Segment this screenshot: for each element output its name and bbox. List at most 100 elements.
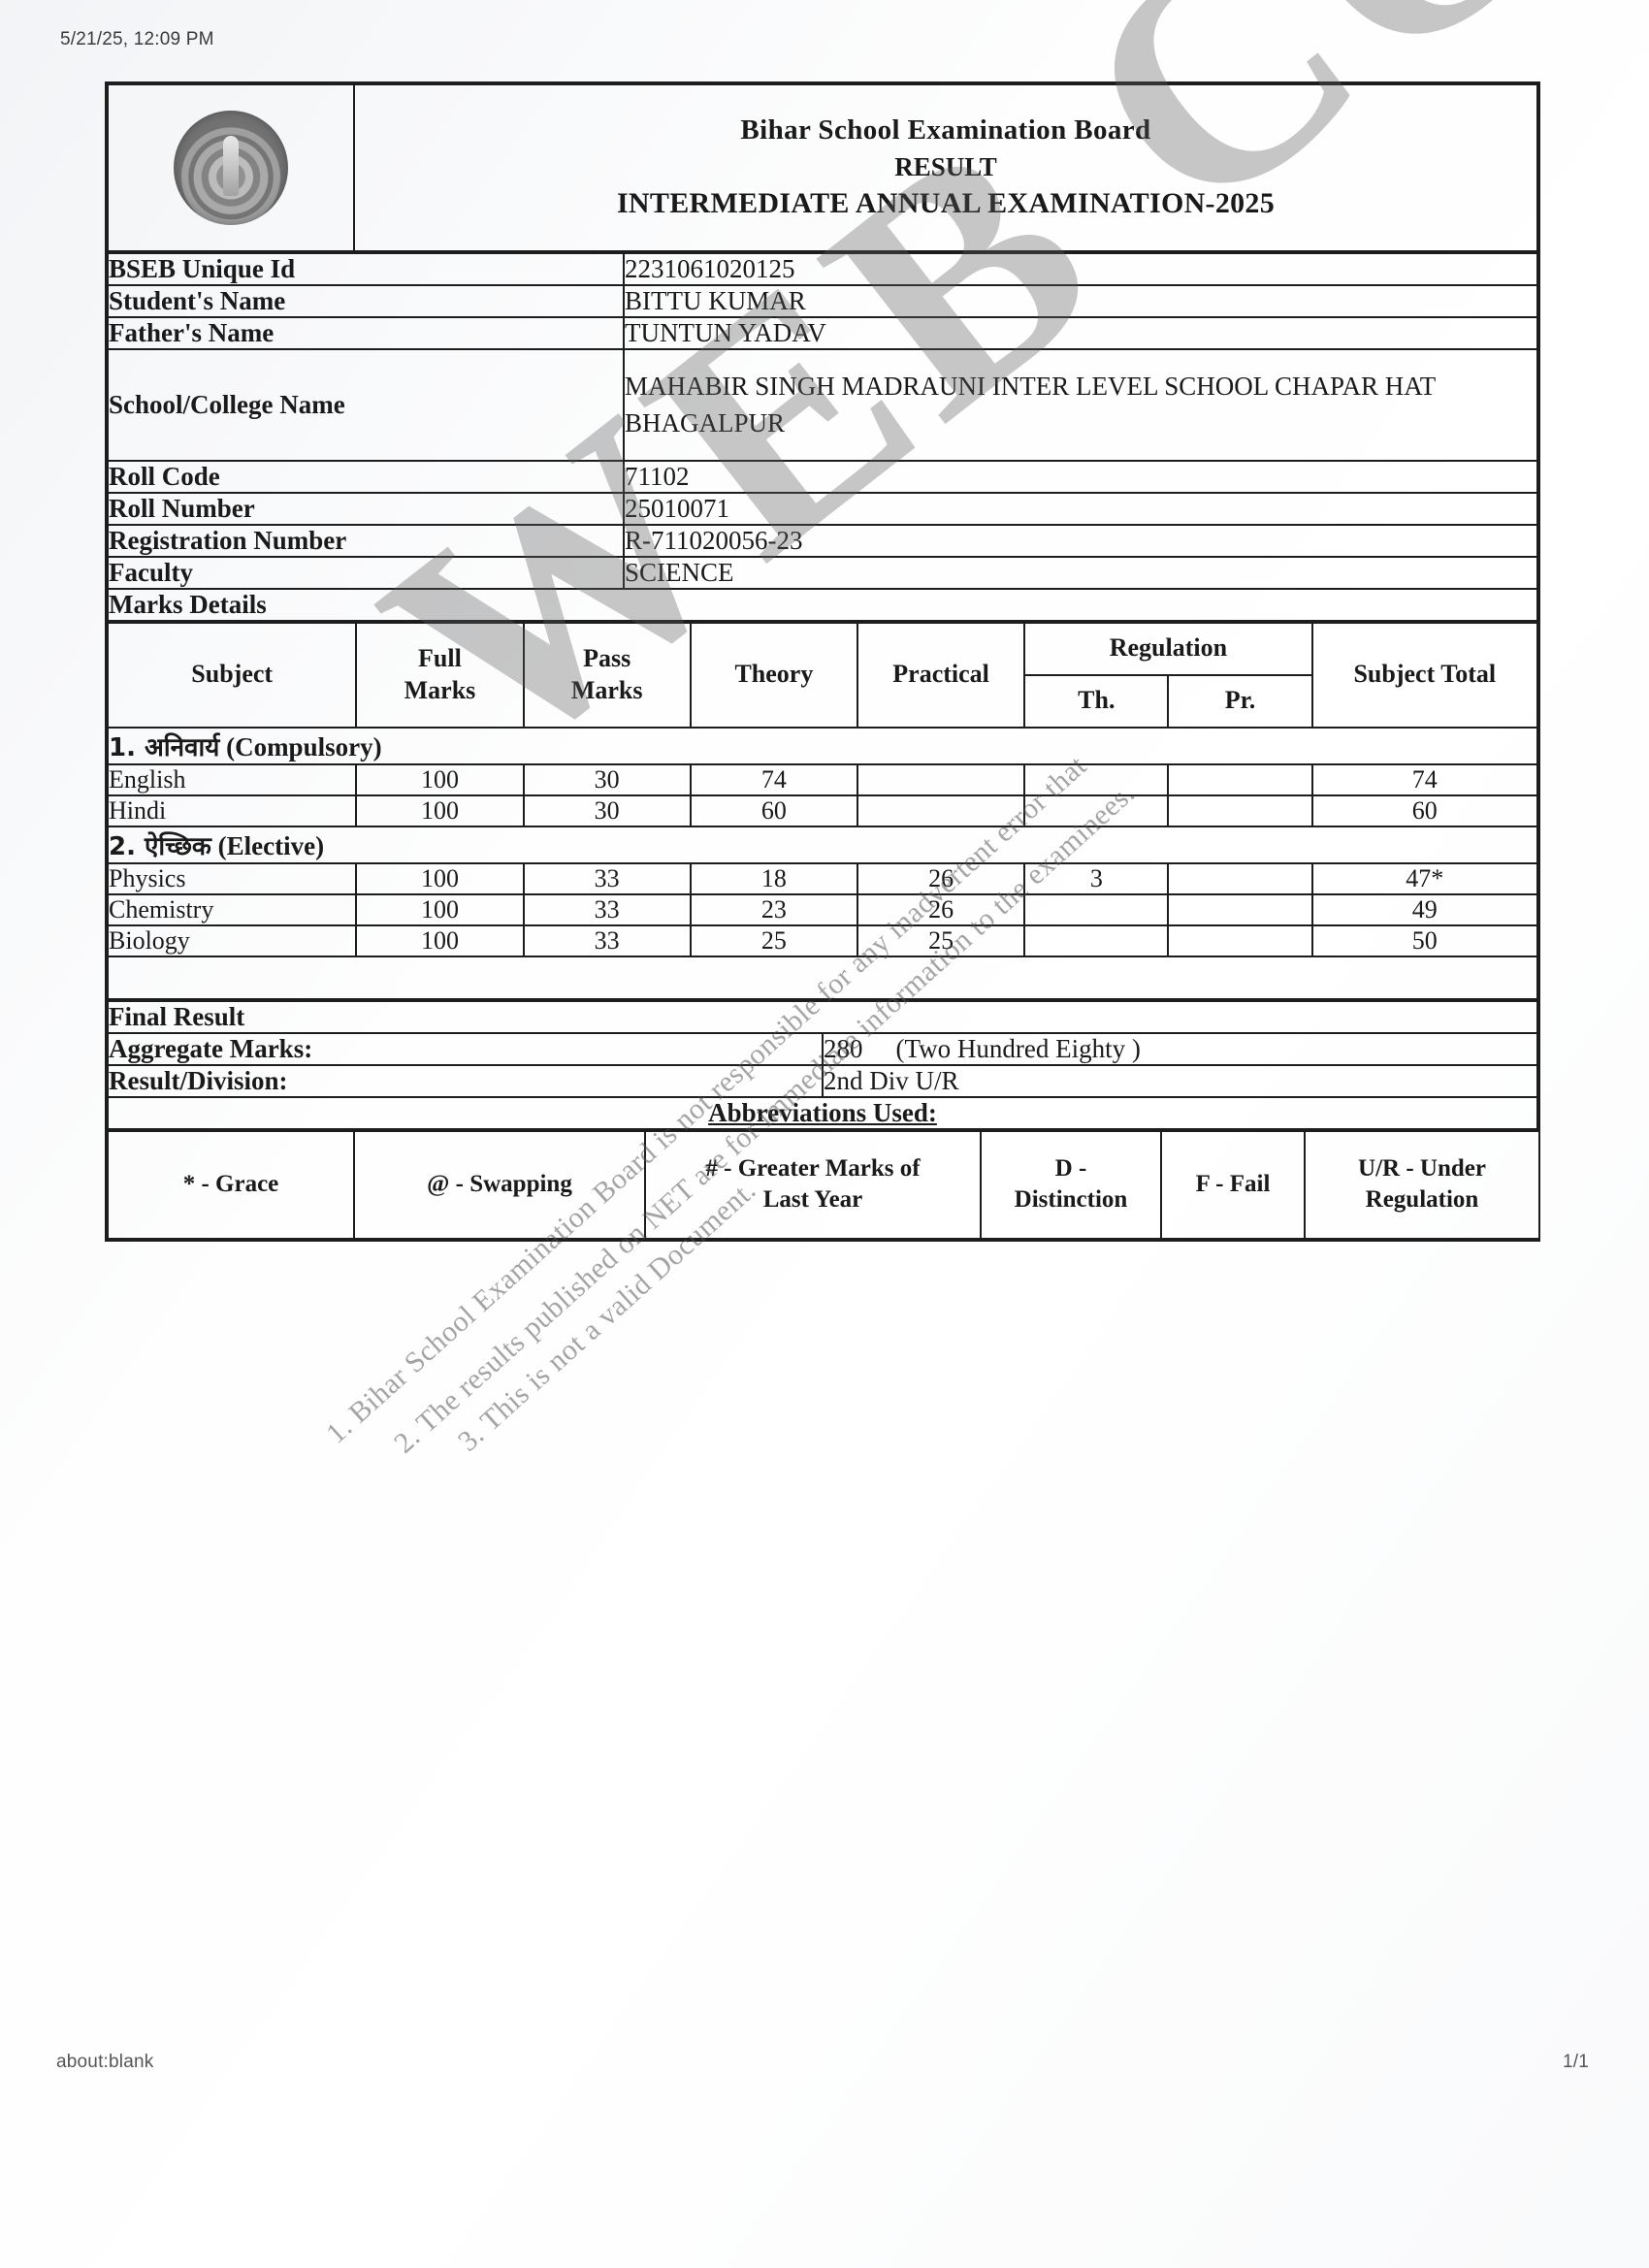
header-pass-marks-line1: Pass bbox=[583, 644, 631, 673]
reg-pr-english bbox=[1167, 762, 1313, 796]
subject-total-physics: 47* bbox=[1310, 861, 1539, 895]
group-title-compulsory: 1. अनिवार्य (Compulsory) bbox=[107, 726, 1538, 765]
value-faculty: SCIENCE bbox=[623, 555, 1538, 590]
table-row: Hindi 100 30 60 60 bbox=[106, 794, 1539, 827]
value-bseb-unique-id: 2231061020125 bbox=[623, 252, 1538, 286]
reg-pr-biology bbox=[1167, 923, 1313, 957]
header-table: Bihar School Examination Board RESULT IN… bbox=[107, 83, 1538, 252]
marks-header-row-1: Subject Full Marks Pass Marks Theory Pra… bbox=[106, 621, 1539, 729]
pass-marks-hindi: 30 bbox=[522, 794, 692, 827]
subject-total-biology: 50 bbox=[1310, 923, 1539, 957]
reg-th-hindi bbox=[1023, 794, 1170, 827]
group-title-elective-english: (Elective) bbox=[217, 830, 325, 860]
header-subject-total: Subject Total bbox=[1310, 621, 1539, 729]
group-title-compulsory-english: (Compulsory) bbox=[226, 731, 382, 761]
reg-pr-hindi bbox=[1167, 794, 1313, 827]
theory-english: 74 bbox=[689, 762, 859, 796]
aggregate-marks-row: Aggregate Marks: 280 (Two Hundred Eighty … bbox=[107, 1031, 1538, 1066]
info-row-marks-details: Marks Details bbox=[107, 587, 1538, 622]
practical-biology: 25 bbox=[856, 923, 1026, 957]
abbr-distinction-line1: D - bbox=[1054, 1154, 1087, 1182]
title-cell: Bihar School Examination Board RESULT IN… bbox=[353, 83, 1538, 252]
final-result-table: Final Result Aggregate Marks: 280 (Two Hu… bbox=[107, 999, 1538, 1130]
abbr-under-regulation-line2: Regulation bbox=[1365, 1186, 1479, 1214]
label-school-name: School/College Name bbox=[107, 348, 625, 462]
bseb-emblem-icon bbox=[174, 111, 288, 225]
label-bseb-unique-id: BSEB Unique Id bbox=[107, 252, 625, 286]
abbr-greater-marks-line1: # - Greater Marks of bbox=[705, 1154, 921, 1182]
final-result-heading-row: Final Result bbox=[107, 999, 1538, 1034]
result-sheet: Bihar School Examination Board RESULT IN… bbox=[105, 81, 1540, 1242]
info-row-father-name: Father's Name TUNTUN YADAV bbox=[107, 316, 1538, 350]
abbr-under-regulation: U/R - Under Regulation bbox=[1304, 1129, 1540, 1240]
header-full-marks-line2: Marks bbox=[404, 675, 476, 704]
info-row-unique-id: BSEB Unique Id 2231061020125 bbox=[107, 252, 1538, 286]
theory-physics: 18 bbox=[689, 861, 859, 895]
subject-total-english: 74 bbox=[1310, 762, 1539, 796]
table-row: Physics 100 33 18 26 3 47* bbox=[106, 861, 1539, 895]
value-registration-number: R-711020056-23 bbox=[623, 523, 1538, 558]
marks-spacer-row bbox=[107, 955, 1538, 1000]
group-title-elective-devanagari: 2. ऐच्छिक bbox=[109, 831, 211, 861]
header-regulation-th: Th. bbox=[1023, 673, 1170, 729]
reg-pr-physics bbox=[1167, 861, 1313, 895]
full-marks-biology: 100 bbox=[355, 923, 525, 957]
table-row: English 100 30 74 74 bbox=[106, 762, 1539, 796]
info-row-roll-number: Roll Number 25010071 bbox=[107, 491, 1538, 526]
abbr-under-regulation-line1: U/R - Under bbox=[1358, 1154, 1486, 1182]
reg-th-chemistry bbox=[1023, 892, 1170, 926]
marks-group-header-compulsory: 1. अनिवार्य (Compulsory) bbox=[107, 726, 1538, 765]
result-division-row: Result/Division: 2nd Div U/R bbox=[107, 1063, 1538, 1098]
emblem-cell bbox=[107, 83, 355, 252]
subject-total-hindi: 60 bbox=[1310, 794, 1539, 827]
subject-name-chemistry: Chemistry bbox=[106, 892, 358, 926]
info-row-school-name: School/College Name MAHABIR SINGH MADRAU… bbox=[107, 348, 1538, 462]
reg-th-english bbox=[1023, 762, 1170, 796]
practical-english bbox=[856, 762, 1026, 796]
label-result-division: Result/Division: bbox=[107, 1063, 824, 1098]
group-title-compulsory-devanagari: 1. अनिवार्य bbox=[109, 732, 220, 762]
label-aggregate-marks: Aggregate Marks: bbox=[107, 1031, 824, 1066]
footer-url: about:blank bbox=[56, 2052, 154, 2072]
header-pass-marks: Pass Marks bbox=[522, 621, 692, 729]
table-row: Chemistry 100 33 23 26 49 bbox=[106, 892, 1539, 926]
full-marks-physics: 100 bbox=[355, 861, 525, 895]
full-marks-hindi: 100 bbox=[355, 794, 525, 827]
reg-th-biology bbox=[1023, 923, 1170, 957]
board-name: Bihar School Examination Board bbox=[740, 114, 1151, 146]
header-theory: Theory bbox=[689, 621, 859, 729]
label-faculty: Faculty bbox=[107, 555, 625, 590]
label-roll-number: Roll Number bbox=[107, 491, 625, 526]
aggregate-marks-words: (Two Hundred Eighty ) bbox=[895, 1033, 1141, 1063]
value-roll-number: 25010071 bbox=[623, 491, 1538, 526]
info-row-registration-number: Registration Number R-711020056-23 bbox=[107, 523, 1538, 558]
header-regulation: Regulation bbox=[1023, 621, 1313, 676]
abbr-swapping: @ - Swapping bbox=[353, 1129, 646, 1240]
abbreviations-row: * - Grace @ - Swapping # - Greater Marks… bbox=[107, 1129, 1540, 1240]
aggregate-marks-number: 280 bbox=[824, 1033, 863, 1063]
abbr-greater-marks: # - Greater Marks of Last Year bbox=[644, 1129, 982, 1240]
info-row-faculty: Faculty SCIENCE bbox=[107, 555, 1538, 590]
pass-marks-english: 30 bbox=[522, 762, 692, 796]
full-marks-chemistry: 100 bbox=[355, 892, 525, 926]
full-marks-english: 100 bbox=[355, 762, 525, 796]
header-full-marks-line1: Full bbox=[418, 644, 462, 673]
info-row-roll-code: Roll Code 71102 bbox=[107, 459, 1538, 494]
info-row-student-name: Student's Name BITTU KUMAR bbox=[107, 284, 1538, 318]
marks-header-row-2: Th. Pr. bbox=[108, 673, 1537, 729]
header-row: Bihar School Examination Board RESULT IN… bbox=[107, 83, 1538, 252]
exam-name: INTERMEDIATE ANNUAL EXAMINATION-2025 bbox=[616, 187, 1276, 220]
header-full-marks: Full Marks bbox=[355, 621, 525, 729]
print-timestamp: 5/21/25, 12:09 PM bbox=[60, 29, 214, 49]
footer-page-number: 1/1 bbox=[1562, 2052, 1589, 2072]
theory-hindi: 60 bbox=[689, 794, 859, 827]
subject-name-english: English bbox=[106, 762, 358, 796]
theory-chemistry: 23 bbox=[689, 892, 859, 926]
abbreviations-table: * - Grace @ - Swapping # - Greater Marks… bbox=[107, 1129, 1540, 1240]
header-subject: Subject bbox=[106, 621, 358, 729]
value-father-name: TUNTUN YADAV bbox=[623, 316, 1538, 350]
reg-pr-chemistry bbox=[1167, 892, 1313, 926]
abbr-fail: F - Fail bbox=[1160, 1129, 1306, 1240]
header-practical: Practical bbox=[856, 621, 1026, 729]
label-registration-number: Registration Number bbox=[107, 523, 625, 558]
